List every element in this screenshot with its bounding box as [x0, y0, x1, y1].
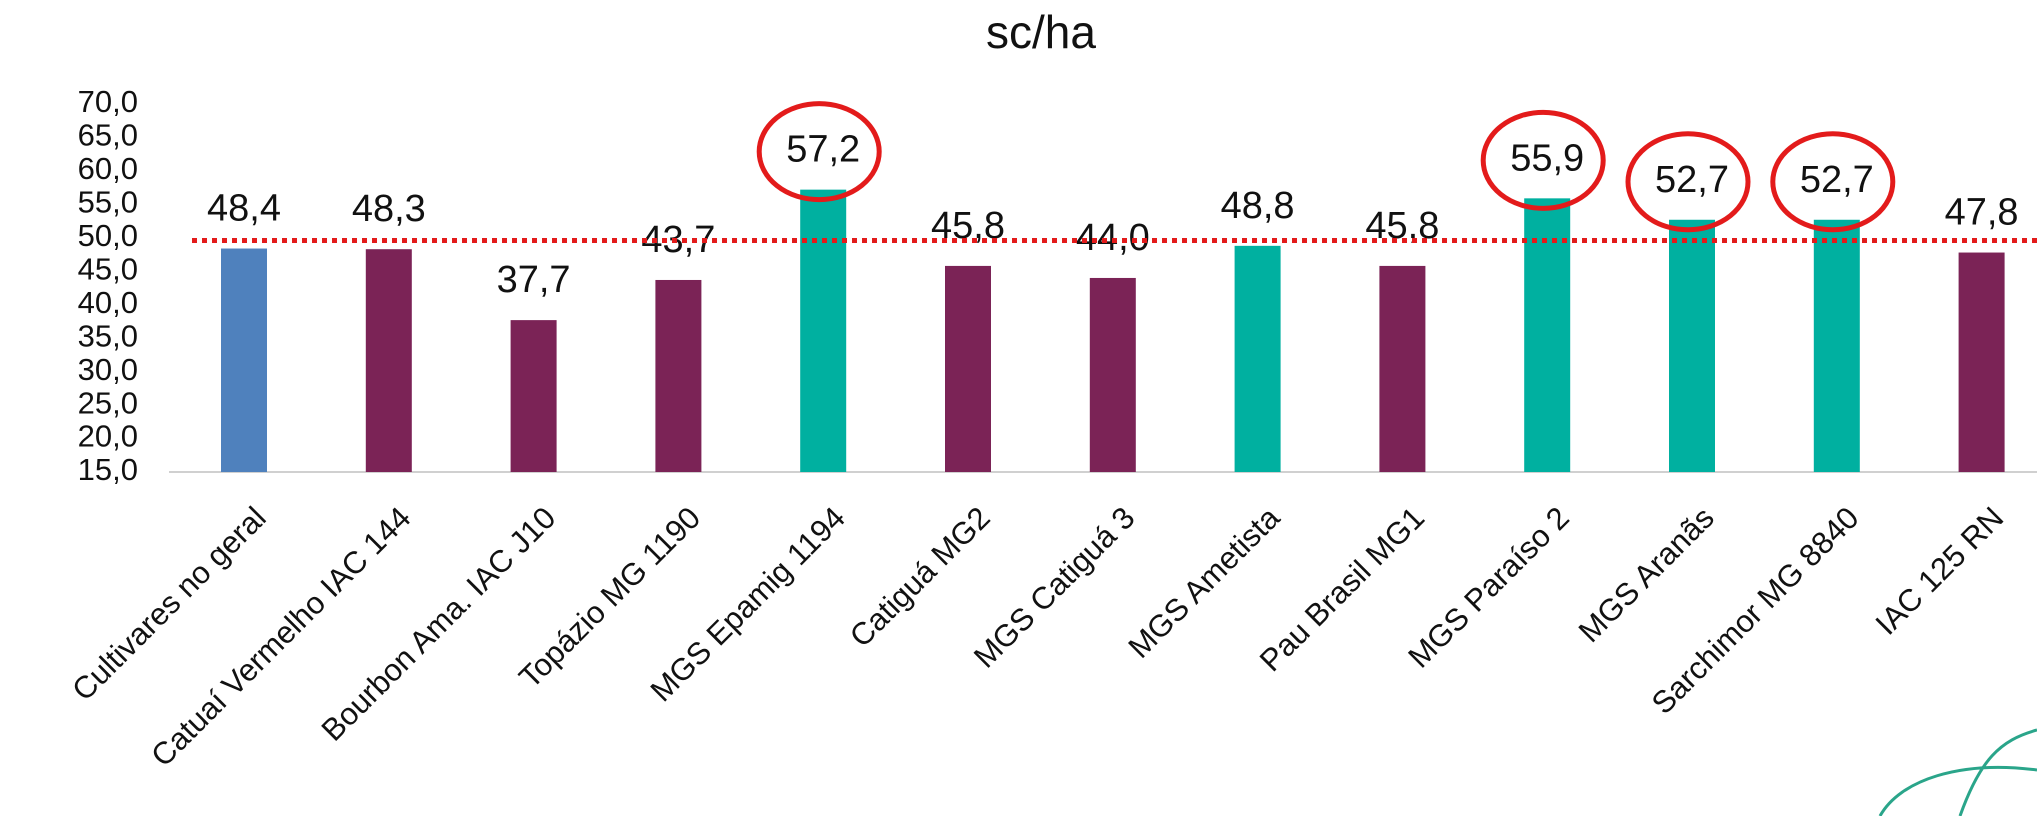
x-tick-label: IAC 125 RN: [1869, 500, 2011, 642]
x-tick-label: Catiguá MG2: [843, 500, 997, 654]
y-tick-label: 35,0: [78, 318, 138, 353]
value-label: 37,7: [497, 259, 571, 301]
bar: [1524, 198, 1571, 473]
value-label: 48,4: [207, 188, 281, 230]
bar: [365, 249, 412, 472]
value-label: 55,9: [1510, 137, 1584, 179]
bar: [1089, 277, 1136, 472]
y-tick-label: 30,0: [78, 352, 138, 387]
highlight-circle: [1480, 109, 1606, 211]
y-tick-label: 65,0: [78, 118, 138, 153]
y-tick-label: 45,0: [78, 251, 138, 286]
bar: [1813, 219, 1860, 472]
bar: [800, 189, 847, 473]
y-tick-label: 40,0: [78, 285, 138, 320]
bar: [1669, 219, 1715, 472]
bar: [1958, 252, 2005, 472]
x-tick-label: MGS Ametista: [1122, 499, 1287, 664]
decoration: [1878, 728, 2037, 816]
highlight-circle: [1770, 131, 1896, 233]
y-tick-label: 60,0: [78, 151, 138, 186]
x-tick-label: Catuaí Vermelho IAC 144: [144, 500, 417, 773]
bar: [510, 320, 557, 472]
x-tick-label: MGS Aranãs: [1572, 500, 1721, 649]
value-label: 48,8: [1221, 185, 1295, 227]
value-label: 48,3: [352, 188, 426, 230]
value-label: 52,7: [1655, 159, 1729, 201]
highlight-circle: [756, 101, 882, 203]
y-tick-label: 15,0: [78, 452, 138, 487]
value-label: 57,2: [786, 129, 860, 171]
value-label: 47,8: [1945, 192, 2019, 234]
value-label: 52,7: [1800, 159, 1874, 201]
bar: [1234, 245, 1281, 472]
bar: [655, 279, 702, 472]
bar: [1379, 265, 1426, 472]
x-tick-label: Bourbon Ama. IAC J10: [315, 500, 563, 748]
y-tick-label: 70,0: [78, 84, 138, 119]
y-tick-label: 50,0: [78, 218, 138, 253]
chart-title: sc/ha: [986, 6, 1096, 58]
y-tick-label: 55,0: [78, 185, 138, 220]
bar: [221, 248, 267, 472]
bar: [945, 265, 991, 472]
y-tick-label: 20,0: [78, 419, 138, 454]
highlight-circle: [1625, 131, 1751, 233]
y-tick-label: 25,0: [78, 385, 138, 420]
